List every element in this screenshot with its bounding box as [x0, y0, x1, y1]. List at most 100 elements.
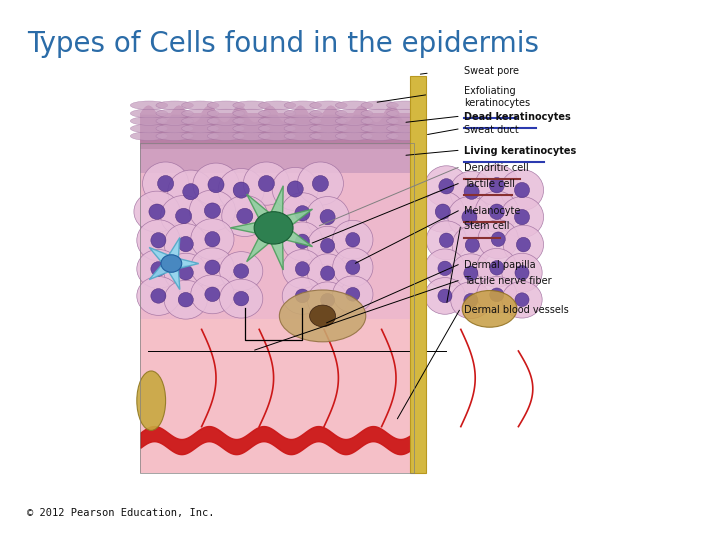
Text: Dendritic cell: Dendritic cell — [464, 163, 529, 173]
Ellipse shape — [207, 117, 245, 125]
Ellipse shape — [490, 260, 504, 275]
Ellipse shape — [387, 109, 424, 118]
Ellipse shape — [346, 260, 360, 275]
Ellipse shape — [134, 191, 180, 232]
Ellipse shape — [306, 197, 349, 238]
Text: Stem cell: Stem cell — [464, 221, 510, 232]
Ellipse shape — [130, 117, 168, 125]
Text: Sweat pore: Sweat pore — [464, 66, 519, 76]
Ellipse shape — [149, 204, 165, 219]
Ellipse shape — [336, 117, 373, 125]
Ellipse shape — [336, 124, 373, 133]
Ellipse shape — [346, 232, 360, 247]
Ellipse shape — [218, 168, 264, 212]
Ellipse shape — [425, 249, 465, 288]
Ellipse shape — [204, 287, 220, 301]
Text: Melanocyte: Melanocyte — [464, 206, 521, 217]
Ellipse shape — [281, 193, 324, 234]
Ellipse shape — [320, 238, 335, 253]
Text: Tactile cell: Tactile cell — [464, 179, 516, 190]
Ellipse shape — [161, 255, 181, 272]
Ellipse shape — [435, 204, 451, 219]
Ellipse shape — [282, 249, 323, 288]
Ellipse shape — [258, 109, 296, 118]
Text: Types of Cells found in the epidermis: Types of Cells found in the epidermis — [27, 30, 539, 58]
Ellipse shape — [503, 225, 544, 264]
Ellipse shape — [284, 101, 322, 110]
Text: Sweat duct: Sweat duct — [464, 125, 519, 136]
Ellipse shape — [176, 208, 192, 224]
Ellipse shape — [130, 101, 168, 110]
Ellipse shape — [387, 132, 424, 140]
Ellipse shape — [310, 117, 347, 125]
Text: © 2012 Pearson Education, Inc.: © 2012 Pearson Education, Inc. — [27, 508, 215, 518]
Ellipse shape — [425, 278, 465, 314]
Text: Dead keratinocytes: Dead keratinocytes — [464, 112, 571, 122]
Ellipse shape — [346, 287, 360, 301]
Ellipse shape — [193, 163, 239, 206]
Ellipse shape — [425, 166, 468, 207]
Ellipse shape — [179, 265, 193, 280]
Ellipse shape — [490, 204, 504, 219]
Ellipse shape — [478, 220, 518, 259]
Ellipse shape — [387, 101, 424, 110]
Ellipse shape — [426, 221, 467, 260]
Ellipse shape — [181, 117, 219, 125]
Ellipse shape — [320, 266, 335, 281]
Ellipse shape — [361, 101, 398, 110]
Ellipse shape — [233, 182, 249, 198]
Ellipse shape — [220, 279, 263, 318]
Ellipse shape — [310, 132, 347, 140]
Ellipse shape — [490, 288, 504, 302]
Ellipse shape — [438, 289, 452, 303]
Ellipse shape — [161, 195, 207, 237]
Ellipse shape — [475, 165, 518, 206]
Ellipse shape — [465, 238, 480, 252]
Ellipse shape — [158, 176, 174, 192]
Ellipse shape — [208, 177, 224, 193]
Ellipse shape — [284, 124, 322, 133]
Ellipse shape — [333, 220, 373, 259]
Ellipse shape — [516, 238, 531, 252]
Ellipse shape — [168, 170, 214, 213]
Ellipse shape — [336, 132, 373, 140]
Polygon shape — [230, 186, 312, 270]
Ellipse shape — [156, 109, 194, 118]
Ellipse shape — [181, 124, 219, 133]
Ellipse shape — [439, 233, 454, 247]
Ellipse shape — [361, 117, 398, 125]
Ellipse shape — [143, 162, 189, 205]
Ellipse shape — [130, 109, 168, 118]
Ellipse shape — [421, 191, 464, 232]
Ellipse shape — [191, 248, 234, 287]
Ellipse shape — [137, 371, 166, 430]
Ellipse shape — [297, 162, 343, 205]
Ellipse shape — [295, 261, 310, 276]
Ellipse shape — [156, 101, 194, 110]
Ellipse shape — [222, 195, 268, 237]
Text: Dermal papilla: Dermal papilla — [464, 260, 536, 271]
Ellipse shape — [438, 261, 452, 275]
Ellipse shape — [207, 132, 245, 140]
Ellipse shape — [130, 124, 168, 133]
Ellipse shape — [284, 109, 322, 118]
Ellipse shape — [515, 293, 529, 307]
Ellipse shape — [464, 184, 480, 199]
Ellipse shape — [333, 276, 373, 313]
Ellipse shape — [179, 237, 193, 252]
Ellipse shape — [333, 248, 373, 287]
Ellipse shape — [477, 276, 517, 313]
Ellipse shape — [462, 210, 477, 225]
Ellipse shape — [151, 261, 166, 276]
Ellipse shape — [156, 117, 194, 125]
Ellipse shape — [233, 132, 270, 140]
Ellipse shape — [464, 293, 478, 307]
Ellipse shape — [191, 275, 234, 314]
Text: Living keratinocytes: Living keratinocytes — [464, 146, 577, 156]
Ellipse shape — [204, 203, 220, 218]
Ellipse shape — [254, 212, 293, 244]
Ellipse shape — [183, 184, 199, 200]
Bar — [140, 113, 414, 148]
Ellipse shape — [287, 181, 303, 197]
Ellipse shape — [451, 254, 491, 293]
